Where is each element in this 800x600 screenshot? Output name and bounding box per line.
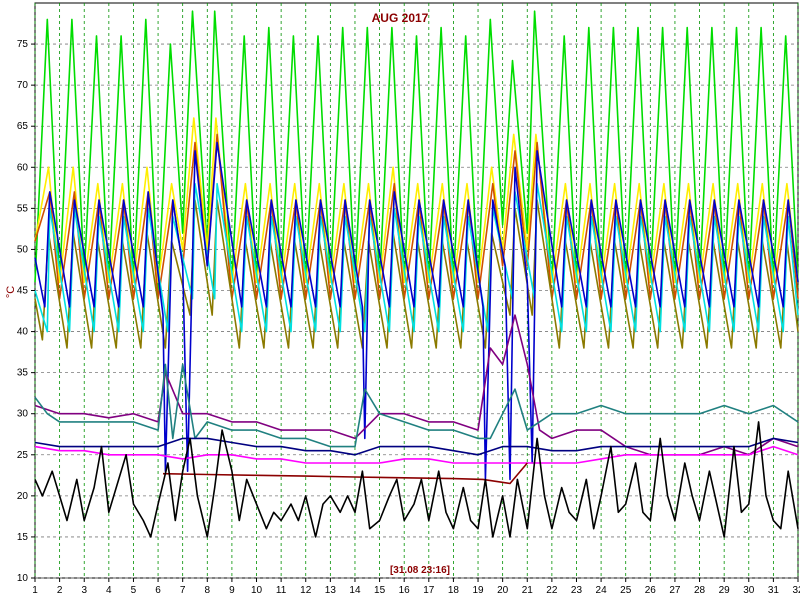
x-tick-label: 21: [522, 585, 534, 596]
series-line-6: [34, 141, 799, 481]
series-line-1: [34, 10, 799, 292]
x-tick-label: 20: [497, 585, 509, 596]
x-tick-label: 7: [180, 585, 186, 596]
x-tick-label: 15: [374, 585, 386, 596]
x-tick-label: 31: [768, 585, 780, 596]
x-tick-label: 17: [423, 585, 435, 596]
y-tick-label: 40: [17, 327, 29, 338]
x-tick-label: 25: [620, 585, 632, 596]
series-line-8: [34, 363, 799, 448]
y-tick-label: 20: [17, 491, 29, 502]
x-tick-label: 5: [131, 585, 137, 596]
y-tick-label: 45: [17, 286, 29, 297]
x-tick-label: 8: [205, 585, 211, 596]
x-tick-label: 10: [251, 585, 263, 596]
y-axis-label: °C: [5, 286, 17, 298]
x-tick-label: 23: [571, 585, 583, 596]
y-tick-label: 60: [17, 162, 29, 173]
series-line-9: [34, 437, 799, 456]
x-tick-label: 30: [743, 585, 755, 596]
y-tick-label: 75: [17, 39, 29, 50]
x-tick-label: 13: [325, 585, 337, 596]
y-tick-label: 25: [17, 450, 29, 461]
x-tick-label: 4: [106, 585, 112, 596]
timestamp-label: [31.08 23:16]: [390, 565, 450, 576]
series-line-12: [34, 421, 799, 538]
x-tick-label: 28: [694, 585, 706, 596]
x-tick-label: 14: [349, 585, 361, 596]
x-tick-label: 6: [155, 585, 161, 596]
x-tick-label: 22: [546, 585, 558, 596]
x-tick-label: 27: [669, 585, 681, 596]
x-tick-label: 32: [792, 585, 800, 596]
y-tick-label: 30: [17, 409, 29, 420]
x-tick-label: 29: [719, 585, 731, 596]
y-tick-label: 50: [17, 244, 29, 255]
y-tick-label: 35: [17, 368, 29, 379]
y-tick-label: 65: [17, 121, 29, 132]
x-tick-label: 1: [32, 585, 38, 596]
x-tick-label: 16: [399, 585, 411, 596]
y-tick-label: 15: [17, 532, 29, 543]
x-tick-label: 24: [596, 585, 608, 596]
x-tick-label: 11: [276, 585, 287, 596]
y-tick-label: 55: [17, 203, 29, 214]
x-tick-label: 18: [448, 585, 460, 596]
x-axis-ticks: 1 2 3 4 5 6 7 8 9 10 11 12 13 14 15 16 17 18 19 20 21 22 23 24 2…: [32, 578, 800, 596]
chart-title: AUG 2017: [372, 11, 429, 25]
y-tick-label: 70: [17, 80, 29, 91]
x-tick-label: 3: [81, 585, 87, 596]
y-tick-label: 10: [17, 573, 29, 584]
x-tick-label: 19: [472, 585, 484, 596]
series-line-10: [34, 445, 799, 464]
x-tick-label: 2: [57, 585, 63, 596]
x-tick-label: 12: [300, 585, 312, 596]
series-lines: [34, 10, 799, 538]
x-tick-label: 26: [645, 585, 657, 596]
y-axis-ticks: 10 15 20 25 30 35 40 45 50 55 60 65 70 75: [17, 39, 35, 584]
x-tick-label: 9: [229, 585, 235, 596]
